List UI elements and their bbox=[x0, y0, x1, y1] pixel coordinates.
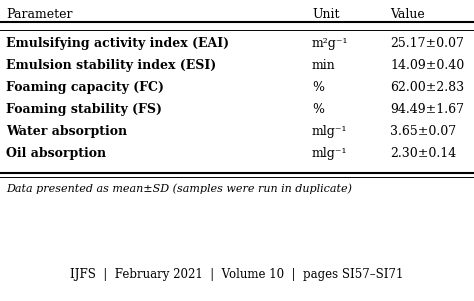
Text: Value: Value bbox=[390, 8, 425, 21]
Text: Oil absorption: Oil absorption bbox=[6, 147, 106, 160]
Text: Parameter: Parameter bbox=[6, 8, 73, 21]
Text: IJFS  |  February 2021  |  Volume 10  |  pages SI57–SI71: IJFS | February 2021 | Volume 10 | pages… bbox=[70, 268, 404, 281]
Text: Water absorption: Water absorption bbox=[6, 125, 127, 138]
Text: Emulsion stability index (ESI): Emulsion stability index (ESI) bbox=[6, 59, 216, 72]
Text: Data presented as mean±SD (samples were run in duplicate): Data presented as mean±SD (samples were … bbox=[6, 183, 352, 194]
Text: Unit: Unit bbox=[312, 8, 339, 21]
Text: 2.30±0.14: 2.30±0.14 bbox=[390, 147, 456, 160]
Text: 94.49±1.67: 94.49±1.67 bbox=[390, 103, 464, 116]
Text: %: % bbox=[312, 81, 324, 94]
Text: mlg⁻¹: mlg⁻¹ bbox=[312, 147, 347, 160]
Text: mlg⁻¹: mlg⁻¹ bbox=[312, 125, 347, 138]
Text: Foaming stability (FS): Foaming stability (FS) bbox=[6, 103, 162, 116]
Text: min: min bbox=[312, 59, 336, 72]
Text: Foaming capacity (FC): Foaming capacity (FC) bbox=[6, 81, 164, 94]
Text: 25.17±0.07: 25.17±0.07 bbox=[390, 37, 464, 50]
Text: %: % bbox=[312, 103, 324, 116]
Text: m²g⁻¹: m²g⁻¹ bbox=[312, 37, 348, 50]
Text: 14.09±0.40: 14.09±0.40 bbox=[390, 59, 464, 72]
Text: 62.00±2.83: 62.00±2.83 bbox=[390, 81, 464, 94]
Text: 3.65±0.07: 3.65±0.07 bbox=[390, 125, 456, 138]
Text: Emulsifying activity index (EAI): Emulsifying activity index (EAI) bbox=[6, 37, 229, 50]
